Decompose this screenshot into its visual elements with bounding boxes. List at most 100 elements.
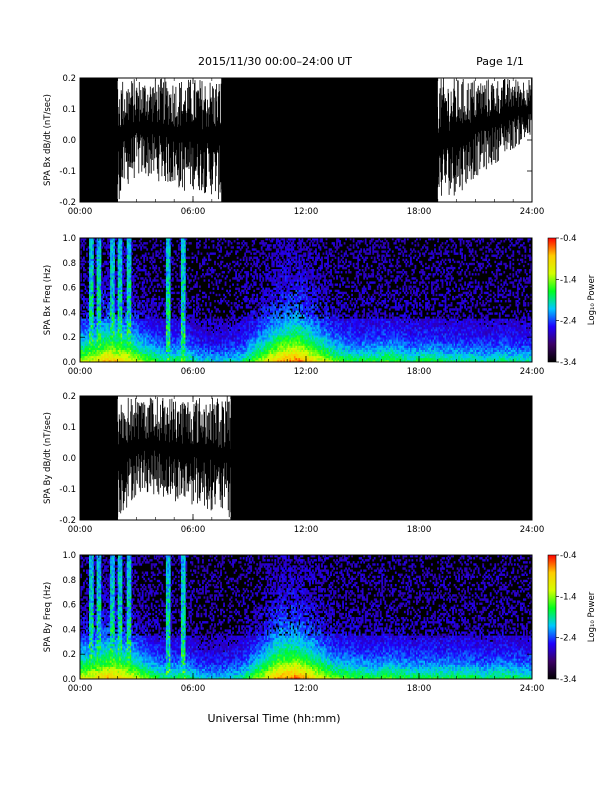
heatmap-cell xyxy=(182,349,185,352)
heatmap-cell xyxy=(96,302,99,305)
heatmap-cell xyxy=(123,295,126,299)
heatmap-cell xyxy=(104,331,106,334)
heatmap-cell xyxy=(111,331,114,334)
heatmap-cell xyxy=(80,306,82,309)
heatmap-cell xyxy=(134,314,137,317)
heatmap-cell xyxy=(84,297,87,301)
heatmap-cell xyxy=(135,331,138,334)
heatmap-cell xyxy=(123,283,126,286)
heatmap-cell xyxy=(84,337,87,340)
heatmap-cell xyxy=(83,246,85,249)
heatmap-cell xyxy=(248,250,251,253)
heatmap-cell xyxy=(168,341,171,344)
heatmap-cell xyxy=(176,347,179,350)
heatmap-cell xyxy=(245,244,248,247)
heatmap-cell xyxy=(135,328,138,332)
heatmap-cell xyxy=(99,318,102,321)
heatmap-cell xyxy=(84,335,87,338)
heatmap-cell xyxy=(165,359,168,363)
heatmap-cell xyxy=(108,246,111,249)
heatmap-cell xyxy=(174,326,177,330)
heatmap-cell xyxy=(122,355,124,359)
heatmap-cell xyxy=(131,316,134,319)
heatmap-cell xyxy=(174,333,177,336)
heatmap-cell xyxy=(182,271,185,274)
heatmap-cell xyxy=(245,289,248,293)
heatmap-cell xyxy=(168,316,171,319)
heatmap-cell xyxy=(182,306,185,309)
heatmap-cell xyxy=(84,353,87,357)
heatmap-cell xyxy=(104,242,106,245)
heatmap-cell xyxy=(197,347,200,350)
heatmap-cell xyxy=(120,250,123,253)
heatmap-cell xyxy=(107,333,109,336)
heatmap-cell xyxy=(153,331,156,334)
heatmap-cell xyxy=(158,341,161,344)
heatmap-cell xyxy=(205,240,207,243)
heatmap-cell xyxy=(84,322,87,326)
heatmap-cell xyxy=(176,353,179,357)
heatmap-cell xyxy=(128,306,131,309)
heatmap-cell xyxy=(80,355,82,359)
heatmap-cell xyxy=(177,322,180,326)
heatmap-cell xyxy=(138,341,141,344)
heatmap-cell xyxy=(120,320,123,324)
heatmap-cell xyxy=(194,277,197,280)
heatmap-cell xyxy=(230,242,233,245)
heatmap-cell xyxy=(98,254,100,257)
heatmap-cell xyxy=(199,324,201,328)
heatmap-cell xyxy=(250,273,253,276)
heatmap-cell xyxy=(129,275,132,278)
heatmap-cell xyxy=(197,242,200,245)
heatmap-cell xyxy=(159,285,162,288)
heatmap-cell xyxy=(99,246,102,249)
heatmap-cell xyxy=(168,291,171,295)
heatmap-cell xyxy=(101,343,103,346)
heatmap-cell xyxy=(132,347,135,350)
heatmap-cell xyxy=(126,264,129,268)
heatmap-cell xyxy=(86,337,88,340)
heatmap-cell xyxy=(196,328,198,332)
heatmap-cell xyxy=(214,300,216,303)
heatmap-cell xyxy=(138,266,141,270)
heatmap-cell xyxy=(86,316,88,319)
heatmap-cell xyxy=(150,339,153,342)
heatmap-cell xyxy=(125,335,128,338)
heatmap-cell xyxy=(107,287,109,290)
heatmap-cell xyxy=(147,271,150,274)
heatmap-cell xyxy=(147,310,150,313)
heatmap-cell xyxy=(144,269,147,272)
heatmap-cell xyxy=(177,302,180,305)
heatmap-cell xyxy=(199,341,201,344)
heatmap-cell xyxy=(180,297,183,301)
heatmap-cell xyxy=(183,318,186,321)
heatmap-cell xyxy=(134,310,137,313)
heatmap-cell xyxy=(189,343,192,346)
heatmap-cell xyxy=(128,240,131,243)
heatmap-cell xyxy=(167,260,170,264)
heatmap-cell xyxy=(179,322,182,326)
heatmap-cell xyxy=(119,314,121,317)
heatmap-cell xyxy=(158,312,161,315)
heatmap-cell xyxy=(260,275,263,278)
heatmap-cell xyxy=(209,312,212,315)
heatmap-cell xyxy=(86,335,88,338)
heatmap-cell xyxy=(164,347,167,350)
heatmap-cell xyxy=(92,343,94,346)
heatmap-cell xyxy=(205,295,207,299)
heatmap-cell xyxy=(104,275,106,278)
heatmap-cell xyxy=(199,347,201,350)
heatmap-cell xyxy=(129,283,132,286)
heatmap-cell xyxy=(143,312,146,315)
heatmap-cell xyxy=(230,302,233,305)
heatmap-cell xyxy=(256,314,259,317)
heatmap-cell xyxy=(111,291,114,295)
heatmap-cell xyxy=(102,318,105,321)
heatmap-cell xyxy=(126,353,129,357)
heatmap-cell xyxy=(165,285,168,288)
heatmap-cell xyxy=(174,331,177,334)
heatmap-cell xyxy=(186,248,189,251)
heatmap-cell xyxy=(131,328,134,332)
heatmap-cell xyxy=(158,343,161,346)
heatmap-cell xyxy=(90,339,93,342)
